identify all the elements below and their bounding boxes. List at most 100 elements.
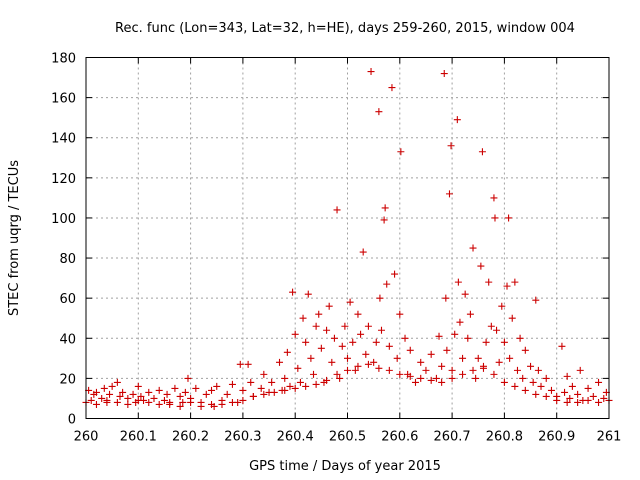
data-point (160, 396, 168, 404)
data-point (422, 366, 430, 374)
data-point (469, 244, 477, 252)
data-point (464, 334, 472, 342)
data-point (338, 342, 346, 350)
data-point (500, 338, 508, 346)
data-point (289, 288, 297, 296)
y-tick-label: 120 (51, 172, 76, 187)
data-point (406, 346, 414, 354)
data-point (391, 270, 399, 278)
data-point (323, 376, 331, 384)
chart-title: Rec. func (Lon=343, Lat=32, h=HE), days … (115, 21, 575, 36)
data-point (362, 350, 370, 358)
data-point (513, 366, 521, 374)
data-point (383, 280, 391, 288)
data-point (406, 372, 414, 380)
data-point (500, 378, 508, 386)
data-point (393, 354, 401, 362)
data-point (357, 330, 365, 338)
data-point (134, 382, 142, 390)
data-point (508, 314, 516, 322)
data-point (325, 302, 333, 310)
x-tick-label: 260.1 (120, 430, 157, 445)
data-point (113, 378, 121, 386)
x-axis-label: GPS time / Days of year 2015 (249, 459, 441, 474)
data-point (491, 214, 499, 222)
y-tick-label: 60 (59, 292, 76, 307)
data-point (521, 346, 529, 354)
data-point (427, 350, 435, 358)
data-point (474, 354, 482, 362)
data-point (354, 362, 362, 370)
data-point (385, 366, 393, 374)
data-point (113, 398, 121, 406)
data-point (563, 372, 571, 380)
data-point (479, 362, 487, 370)
data-point (511, 278, 519, 286)
data-point (516, 334, 524, 342)
data-point (375, 364, 383, 372)
y-tick-label: 40 (59, 332, 76, 347)
data-point (98, 394, 106, 402)
data-point (534, 366, 542, 374)
data-point (566, 394, 574, 402)
x-tick-label: 260.2 (172, 430, 209, 445)
data-point (411, 378, 419, 386)
data-point (228, 398, 236, 406)
data-point (472, 374, 480, 382)
data-point (150, 394, 158, 402)
data-point (92, 388, 100, 396)
data-point (532, 390, 540, 398)
data-point (493, 326, 501, 334)
data-point (239, 396, 247, 404)
data-point (166, 398, 174, 406)
data-point (197, 402, 205, 410)
data-point (542, 392, 550, 400)
data-point (469, 366, 477, 374)
data-point (330, 334, 338, 342)
x-tick-label: 260.5 (329, 430, 366, 445)
data-point (367, 68, 375, 76)
data-point (291, 384, 299, 392)
data-point (456, 318, 464, 326)
data-point (584, 396, 592, 404)
data-point (447, 142, 455, 150)
data-point (239, 386, 247, 394)
data-point (351, 366, 359, 374)
data-point (208, 400, 216, 408)
data-point (537, 382, 545, 390)
data-point (155, 400, 163, 408)
data-point (506, 354, 514, 362)
data-point (459, 354, 467, 362)
data-point (202, 390, 210, 398)
data-point (561, 388, 569, 396)
data-point (100, 384, 108, 392)
data-point (589, 392, 597, 400)
data-point (236, 360, 244, 368)
data-point (249, 392, 257, 400)
data-point (106, 390, 114, 398)
data-point (385, 342, 393, 350)
data-point (521, 386, 529, 394)
data-point (213, 382, 221, 390)
data-point (381, 204, 389, 212)
data-point (532, 296, 540, 304)
data-point (490, 194, 498, 202)
data-point (218, 400, 226, 408)
data-point (270, 388, 278, 396)
data-point (563, 398, 571, 406)
data-point (445, 190, 453, 198)
data-point (286, 382, 294, 390)
x-tick-label: 260.3 (224, 430, 261, 445)
y-tick-label: 100 (51, 212, 76, 227)
data-point (268, 378, 276, 386)
data-point (376, 294, 384, 302)
data-points (82, 68, 613, 410)
data-point (291, 330, 299, 338)
data-point (336, 374, 344, 382)
data-point (116, 392, 124, 400)
x-tick-label: 260.7 (433, 430, 470, 445)
y-tick-label: 20 (59, 372, 76, 387)
data-point (461, 290, 469, 298)
data-point (442, 294, 450, 302)
